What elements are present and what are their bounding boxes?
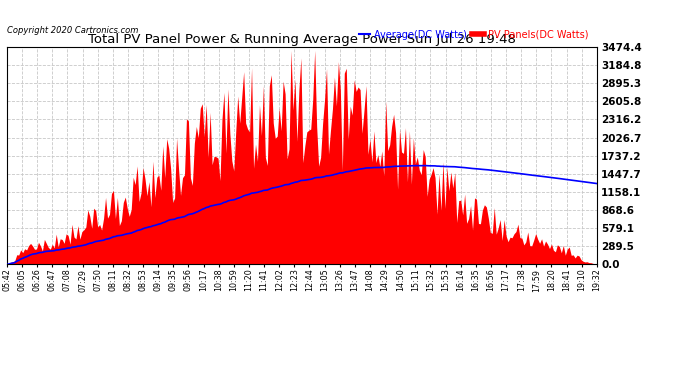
Text: Copyright 2020 Cartronics.com: Copyright 2020 Cartronics.com [7,26,138,35]
Legend: Average(DC Watts), PV Panels(DC Watts): Average(DC Watts), PV Panels(DC Watts) [355,26,592,44]
Title: Total PV Panel Power & Running Average Power Sun Jul 26 19:48: Total PV Panel Power & Running Average P… [88,33,516,46]
